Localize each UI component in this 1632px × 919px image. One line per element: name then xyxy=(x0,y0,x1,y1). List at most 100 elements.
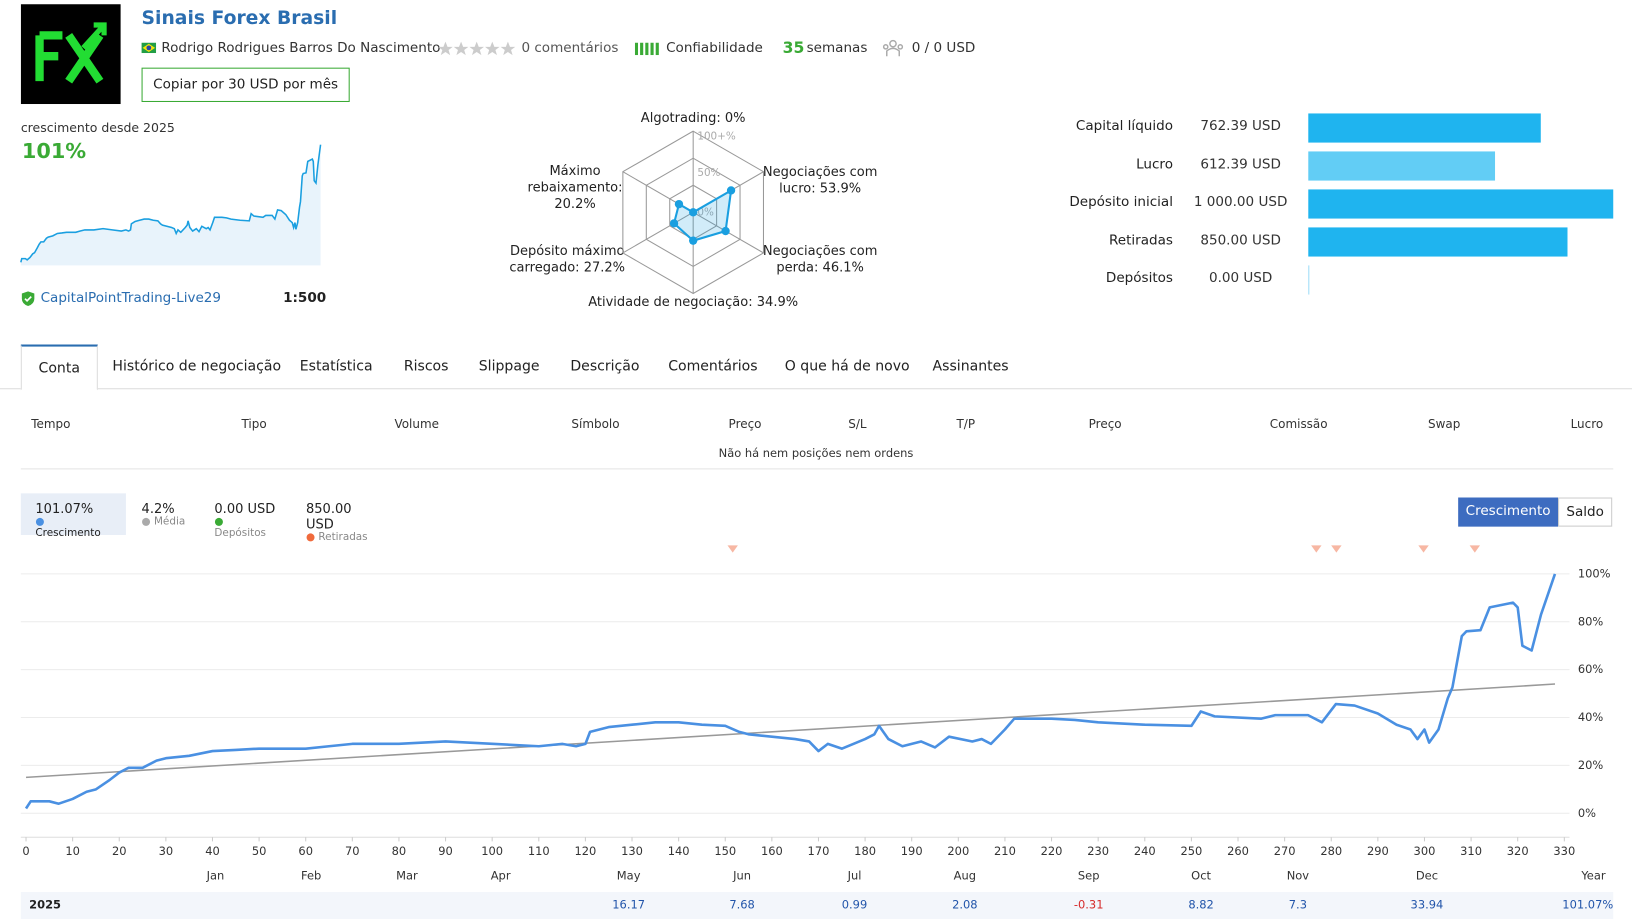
summary-label: Crescimento xyxy=(35,527,101,540)
radar-zero-label: 0% xyxy=(697,206,714,218)
sparkline xyxy=(20,144,322,263)
radar-point xyxy=(669,219,679,228)
radar-axis-label: Máximo rebaixamento: xyxy=(527,162,623,195)
reliability: Confiabilidade xyxy=(666,40,763,57)
x-tick-label: 170 xyxy=(808,844,830,858)
radar-label: Máximo rebaixamento: 20.2% xyxy=(526,162,625,212)
comments-count[interactable]: 0 comentários xyxy=(521,40,619,57)
year-total: 101.07% xyxy=(1562,898,1614,912)
y-tick-label: 0% xyxy=(1578,806,1596,820)
table-header: Preço xyxy=(1088,416,1122,431)
month-label: Feb xyxy=(301,869,322,883)
stat-label: Capital líquido xyxy=(1075,118,1173,135)
x-tick-label: 250 xyxy=(1180,844,1202,858)
summary-legend: ● Crescimento xyxy=(35,516,111,539)
radar-axis-value: 53.9% xyxy=(819,180,862,196)
radar-label: Algotrading: 0% xyxy=(636,109,750,126)
reliability-bars xyxy=(634,42,659,56)
x-tick-label: 310 xyxy=(1460,844,1482,858)
radar-label: Negociações com perda: 46.1% xyxy=(758,243,883,276)
signal-title[interactable]: Sinais Forex Brasil xyxy=(141,7,338,30)
x-tick-label: 100 xyxy=(481,844,503,858)
summary-item[interactable]: 101.07% ● Crescimento xyxy=(20,493,126,539)
x-tick-label: 220 xyxy=(1041,844,1063,858)
tab[interactable]: Assinantes xyxy=(932,358,1009,375)
x-tick-label: 180 xyxy=(854,844,876,858)
x-tick-label: 20 xyxy=(112,844,127,858)
x-tick-label: 0 xyxy=(22,844,29,858)
radar-spoke xyxy=(622,211,694,254)
summary-item[interactable]: 850.00 USD ● Retiradas xyxy=(291,493,395,544)
summary-legend: ● Depósitos xyxy=(214,516,276,539)
table-header: Swap xyxy=(1427,416,1461,431)
legend-dot: ● xyxy=(305,531,316,544)
rating-stars xyxy=(438,41,516,56)
summary-item[interactable]: 4.2% ● Média xyxy=(127,493,200,535)
summary-item[interactable]: 0.00 USD ● Depósitos xyxy=(200,493,292,540)
tab[interactable]: Descrição xyxy=(570,358,640,375)
subscribers: 0 / 0 USD xyxy=(911,40,976,57)
radar-point xyxy=(726,186,736,195)
tab[interactable]: Estatística xyxy=(299,358,373,375)
month-label: Jan xyxy=(206,869,225,883)
x-tick-label: 60 xyxy=(298,844,313,858)
x-tick-label: 130 xyxy=(621,844,643,858)
radar-axis-label: Negociações com perda: xyxy=(762,242,878,275)
radar-axis-label: Negociações com lucro: xyxy=(762,163,878,196)
account-server[interactable]: CapitalPointTrading-Live29 xyxy=(40,290,222,306)
month-value: 33.94 xyxy=(1410,898,1444,912)
tab[interactable]: Histórico de negociação xyxy=(112,358,282,375)
x-tick-label: 330 xyxy=(1553,844,1575,858)
table-header: Tempo xyxy=(31,416,71,431)
table-header: T/P xyxy=(956,416,976,431)
tab[interactable]: Slippage xyxy=(478,358,540,375)
y-tick-label: 60% xyxy=(1578,662,1604,676)
weeks-label: semanas xyxy=(806,40,868,57)
month-value: 0.99 xyxy=(841,898,868,912)
month-label: Jun xyxy=(733,869,752,883)
flag xyxy=(141,42,157,54)
tab[interactable]: Conta xyxy=(20,344,98,391)
month-value: -0.31 xyxy=(1073,898,1104,912)
tab[interactable]: Riscos xyxy=(403,358,449,375)
summary-value: 0.00 USD xyxy=(214,500,276,517)
tab[interactable]: O que há de novo xyxy=(784,358,910,375)
author[interactable]: Rodrigo Rodrigues Barros Do Nascimento xyxy=(161,40,441,57)
summary-value: 850.00 USD xyxy=(305,500,352,532)
copy-button[interactable]: Copiar por 30 USD por mês xyxy=(141,67,350,102)
withdrawal-marker xyxy=(1418,545,1429,553)
table-header: Símbolo xyxy=(571,416,620,431)
trend-line xyxy=(25,683,1556,779)
summary-label: Depósitos xyxy=(214,527,266,540)
table-header: Volume xyxy=(394,416,439,431)
radar-axis-value: 27.2% xyxy=(583,259,626,275)
radar-axis-value: 0% xyxy=(724,109,746,125)
summary-legend: ● Média xyxy=(142,516,186,527)
y-tick-label: 20% xyxy=(1578,758,1604,772)
weeks-value: 35 xyxy=(782,38,805,58)
radar-axis-label: Depósito máximo carregado: xyxy=(509,242,625,275)
stat-value: 0.00 USD xyxy=(1208,270,1273,287)
x-tick-label: 110 xyxy=(528,844,550,858)
x-tick-label: 150 xyxy=(714,844,736,858)
x-tick-label: 240 xyxy=(1134,844,1156,858)
month-value: 8.82 xyxy=(1188,898,1214,912)
withdrawal-marker xyxy=(1469,545,1481,553)
table-header: Preço xyxy=(728,416,762,431)
x-tick-label: 260 xyxy=(1227,844,1249,858)
month-label: Year xyxy=(1581,869,1606,883)
toggle-button[interactable]: Saldo xyxy=(1558,497,1613,527)
tab[interactable]: Comentários xyxy=(668,358,758,375)
radar-point xyxy=(689,236,698,245)
month-label: Mar xyxy=(396,869,418,883)
x-tick-label: 210 xyxy=(994,844,1016,858)
month-value: 7.68 xyxy=(729,898,755,912)
radar-axis-label: Atividade de negociação: xyxy=(588,293,753,310)
stat-bar xyxy=(1308,113,1541,143)
stat-label: Depósito inicial xyxy=(1069,194,1173,211)
summary-label: Retiradas xyxy=(318,531,368,544)
toggle-button[interactable]: Crescimento xyxy=(1458,497,1559,527)
month-label: May xyxy=(616,869,641,883)
